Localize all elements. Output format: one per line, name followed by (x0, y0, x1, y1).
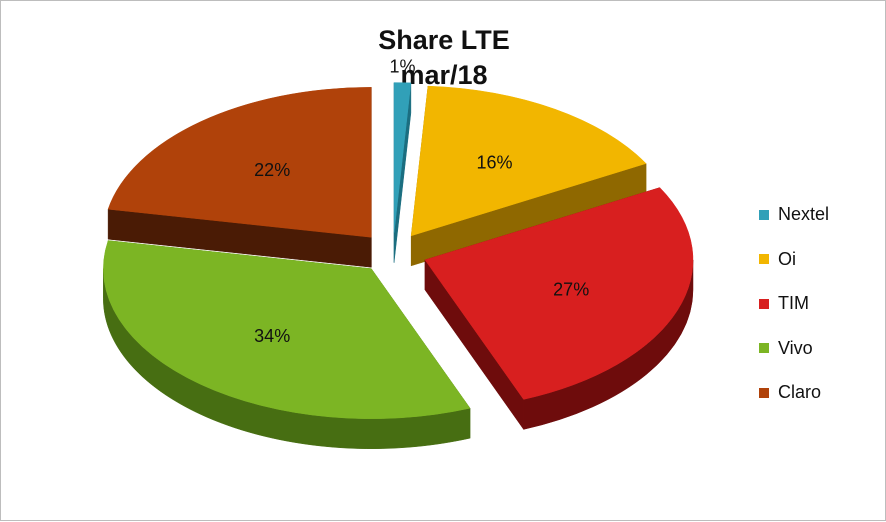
legend-label-oi: Oi (778, 248, 796, 269)
slice-nextel (393, 82, 412, 233)
slice-tim (424, 187, 694, 400)
data-label-vivo: 34% (254, 326, 290, 346)
legend-item-tim: TIM (759, 292, 829, 315)
legend-item-vivo: Vivo (759, 337, 829, 360)
chart-title: Share LTE mar/18 (1, 23, 886, 93)
legend-swatch-claro (759, 387, 769, 398)
legend-label-nextel: Nextel (778, 204, 830, 224)
legend-item-nextel: Nextel (759, 203, 829, 226)
data-label-nextel: 1% (389, 57, 415, 77)
slice-oi (410, 85, 647, 237)
data-label-claro: 22% (254, 160, 290, 180)
slice-vivo (103, 240, 471, 419)
data-label-tim: 27% (553, 279, 589, 299)
legend-swatch-tim (759, 298, 769, 309)
legend-swatch-vivo (759, 343, 769, 353)
legend-swatch-nextel (759, 209, 769, 220)
legend-swatch-oi (759, 254, 769, 264)
legend-item-claro: Claro (759, 381, 829, 404)
data-label-oi: 16% (476, 152, 512, 172)
chart-title-line: Share LTE (378, 25, 510, 55)
chart-subtitle-line: mar/18 (400, 60, 488, 90)
legend-label-claro: Claro (778, 382, 822, 402)
slice-claro (107, 87, 372, 238)
legend-label-vivo: Vivo (778, 337, 813, 358)
legend-item-oi: Oi (759, 248, 829, 271)
chart-legend: Nextel Oi TIM Vivo Claro (759, 203, 829, 426)
legend-label-tim: TIM (778, 293, 809, 313)
